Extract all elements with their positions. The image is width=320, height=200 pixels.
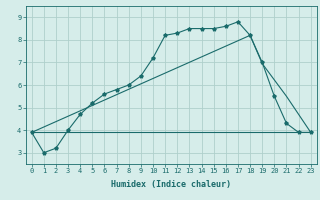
X-axis label: Humidex (Indice chaleur): Humidex (Indice chaleur): [111, 180, 231, 189]
